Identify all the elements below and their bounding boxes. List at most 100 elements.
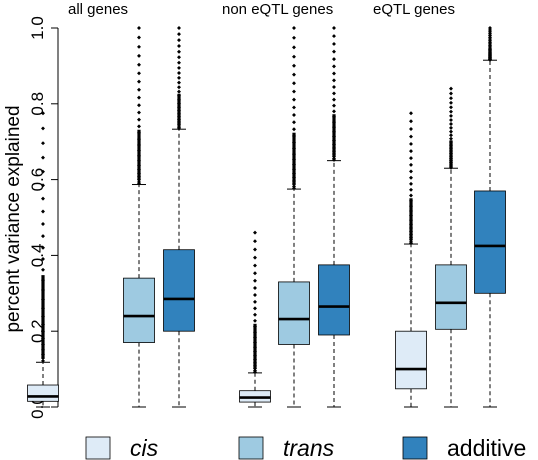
outlier-point: [253, 306, 257, 311]
outlier-point: [137, 110, 141, 115]
group-label: non eQTL genes: [222, 1, 333, 18]
outlier-point: [292, 120, 296, 125]
outlier-point: [292, 26, 296, 30]
outlier-point: [41, 141, 45, 146]
outlier-point: [332, 97, 336, 102]
outlier-point: [449, 105, 453, 110]
box-iqr: [163, 249, 195, 332]
outlier-point: [332, 78, 336, 83]
outlier-point: [177, 65, 181, 70]
box-iqr: [474, 190, 506, 294]
outlier-point: [332, 103, 336, 108]
legend-label-trans: trans: [283, 435, 335, 460]
y-tick-label: 1.0: [28, 16, 47, 40]
outlier-point: [177, 85, 181, 90]
legend: cis trans additive: [85, 435, 526, 460]
box-additive: [474, 26, 506, 408]
outlier-point: [137, 71, 141, 76]
outlier-point: [177, 89, 181, 94]
outlier-point: [41, 257, 45, 261]
outlier-point: [253, 263, 257, 268]
group-label: all genes: [68, 1, 128, 18]
outlier-point: [292, 81, 296, 86]
box-iqr: [27, 384, 59, 402]
outlier-point: [41, 111, 45, 116]
y-axis-label: percent variance explained: [3, 105, 24, 332]
outlier-point: [332, 91, 336, 96]
box-additive: [163, 26, 195, 408]
outlier-point: [409, 162, 413, 167]
outlier-point: [253, 299, 257, 304]
box-iqr: [278, 281, 310, 345]
outlier-point: [409, 134, 413, 139]
outlier-point: [292, 45, 296, 50]
outlier-point: [409, 187, 413, 192]
outlier-point: [253, 286, 257, 290]
outlier-point: [41, 196, 45, 201]
outlier-point: [253, 239, 257, 244]
outlier-point: [449, 136, 453, 141]
outlier-point: [449, 129, 453, 134]
outlier-point: [177, 80, 181, 85]
outlier-point: [332, 71, 336, 76]
outlier-point: [253, 312, 257, 317]
outlier-point: [137, 103, 141, 108]
outlier-point: [137, 117, 141, 122]
box-iqr: [435, 264, 467, 330]
box-iqr: [123, 277, 155, 343]
outlier-point: [332, 64, 336, 69]
outlier-point: [137, 35, 141, 40]
outlier-point: [137, 62, 141, 67]
outlier-point: [137, 87, 141, 92]
outlier-point: [409, 127, 413, 131]
outlier-point: [137, 95, 141, 100]
outlier-point: [409, 111, 413, 116]
outlier-point: [177, 26, 181, 30]
outlier-point: [253, 293, 257, 298]
outlier-point: [41, 267, 45, 272]
outlier-point: [332, 34, 336, 39]
outlier-point: [177, 38, 181, 43]
outlier-point: [177, 49, 181, 54]
outlier-point: [292, 72, 296, 77]
box-iqr: [395, 330, 427, 390]
box-trans: [435, 86, 467, 408]
outlier-point: [332, 57, 336, 62]
outlier-point: [253, 230, 257, 235]
outlier-point: [292, 89, 296, 94]
outlier-point: [137, 53, 141, 58]
box-cis: [239, 230, 271, 408]
outlier-point: [332, 26, 336, 30]
outlier-point: [332, 156, 336, 161]
outlier-point: [449, 118, 453, 123]
legend-label-cis: cis: [130, 435, 159, 460]
outlier-point: [41, 234, 45, 239]
outlier-point: [409, 181, 413, 186]
outlier-point: [409, 149, 413, 154]
outlier-point: [332, 85, 336, 89]
group-label: eQTL genes: [373, 1, 455, 18]
outlier-point: [409, 141, 413, 146]
outlier-point: [137, 79, 141, 84]
outlier-point: [253, 271, 257, 276]
outlier-point: [137, 26, 141, 30]
outlier-point: [137, 124, 141, 129]
outlier-point: [177, 55, 181, 60]
outlier-point: [41, 209, 45, 214]
box-trans: [123, 26, 155, 408]
outlier-point: [41, 155, 45, 160]
outlier-point: [292, 54, 296, 59]
box-iqr: [318, 264, 350, 336]
outlier-point: [409, 156, 413, 161]
outlier-point: [449, 86, 453, 91]
outlier-point: [41, 222, 45, 227]
outlier-point: [292, 127, 296, 132]
outlier-point: [449, 109, 453, 114]
boxes: [27, 26, 506, 408]
outlier-point: [332, 109, 336, 114]
outlier-point: [137, 179, 141, 184]
outlier-point: [449, 122, 453, 127]
outlier-point: [409, 169, 413, 174]
legend-swatch-cis: [85, 436, 111, 460]
